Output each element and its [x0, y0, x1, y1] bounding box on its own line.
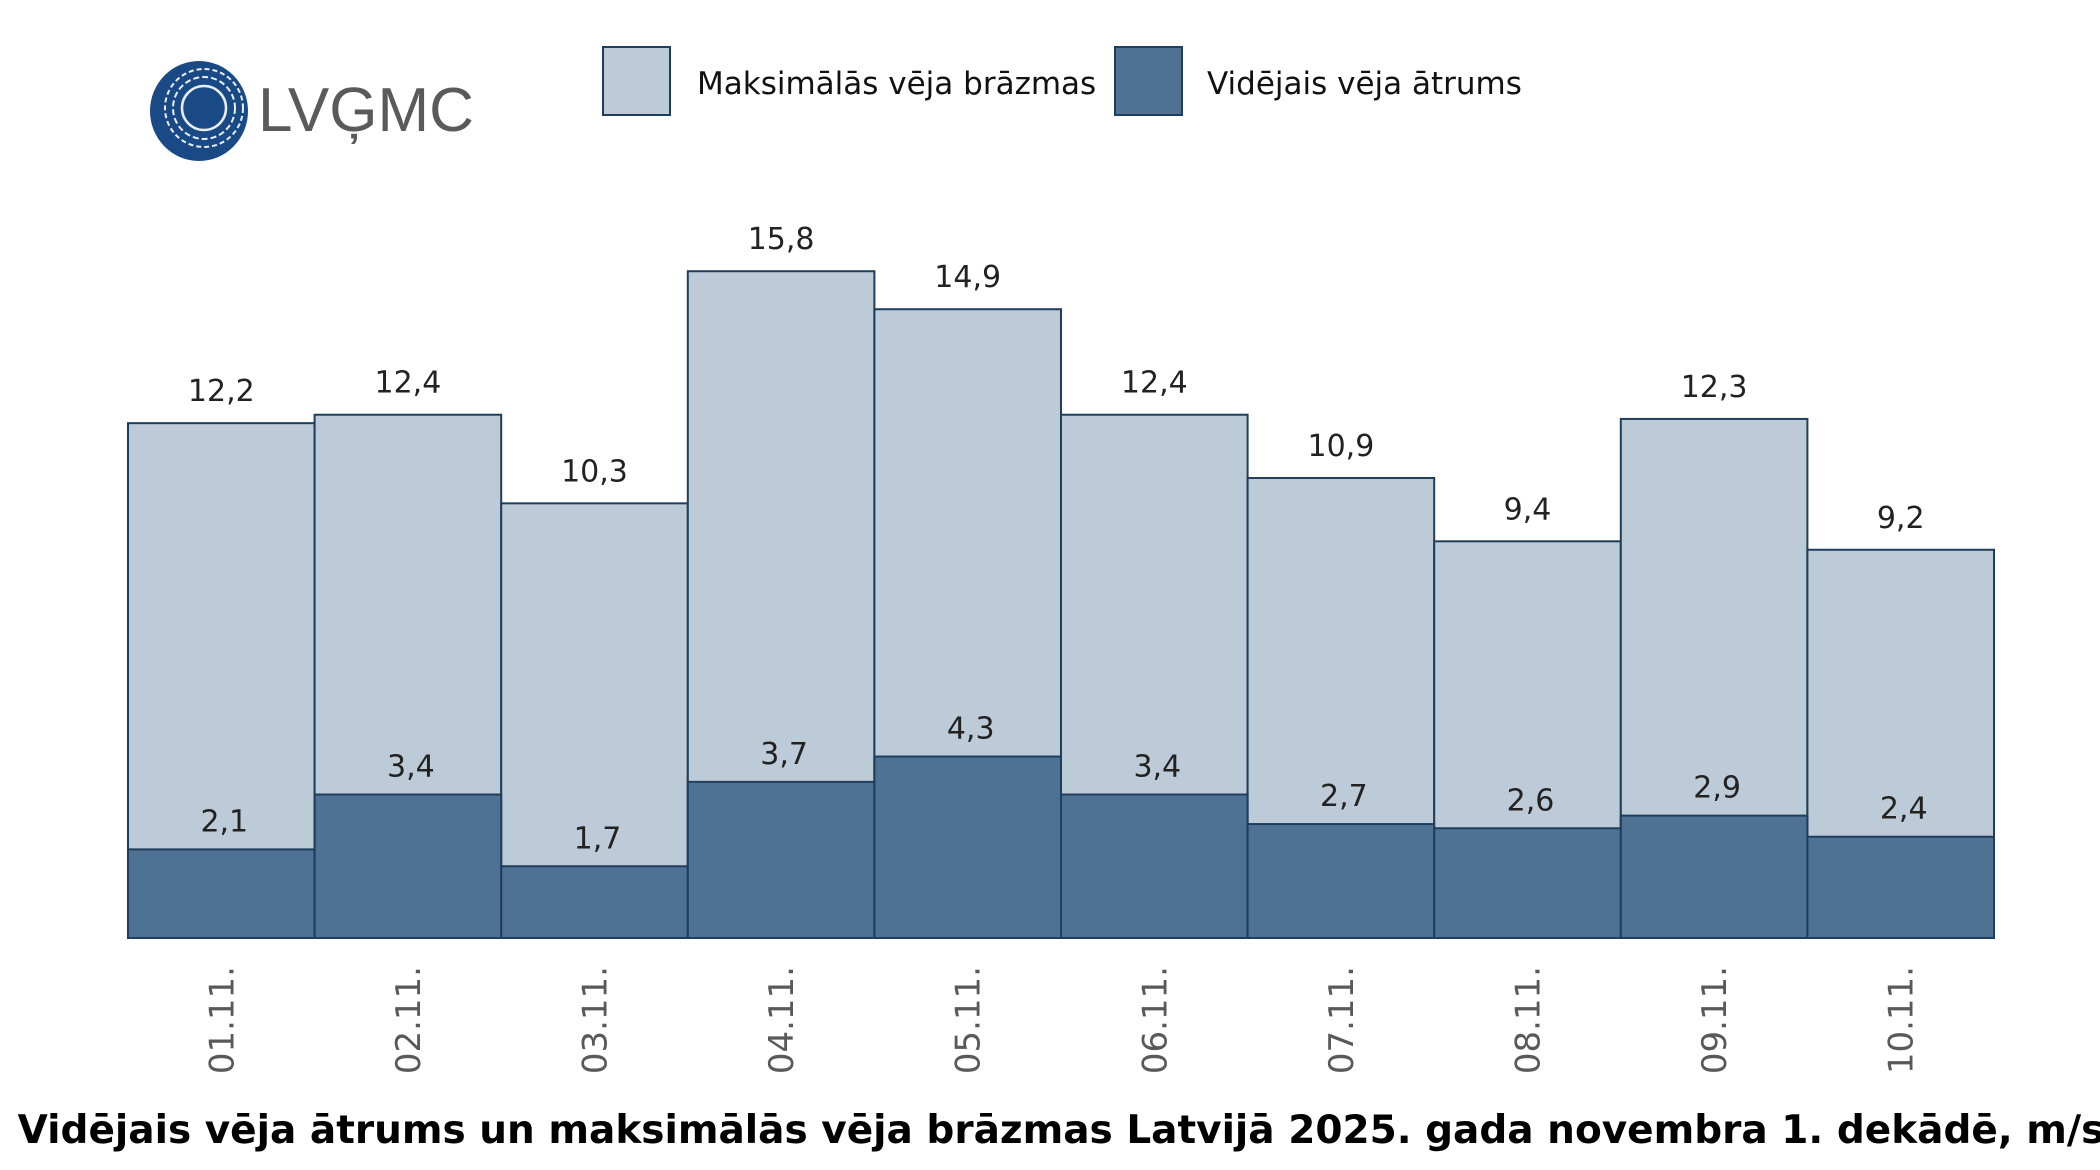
mean-bar — [1060, 793, 1249, 940]
legend-label-max: Maksimālās vēja brāzmas — [697, 66, 1096, 102]
mean-data-label: 4,3 — [947, 712, 995, 747]
x-tick-label: 07.11. — [1322, 966, 1362, 1074]
mean-data-label: 2,9 — [1693, 771, 1741, 806]
x-tick-label: 03.11. — [576, 966, 616, 1074]
legend-label-mean: Vidējais vēja ātrums — [1207, 66, 1522, 102]
x-tick-label: 08.11. — [1509, 966, 1549, 1074]
mean-bar — [1619, 814, 1809, 939]
max-data-label: 9,2 — [1877, 501, 1925, 536]
mean-bar — [1806, 835, 1996, 939]
mean-data-label: 1,7 — [574, 821, 622, 856]
x-tick-label: 06.11. — [1135, 966, 1175, 1074]
max-data-label: 14,9 — [934, 260, 1001, 295]
mean-data-label: 3,7 — [760, 737, 808, 772]
mean-data-label: 3,4 — [1133, 750, 1181, 785]
x-tick-label: 04.11. — [762, 966, 802, 1074]
max-data-label: 10,3 — [561, 454, 628, 489]
legend-swatch-mean — [1114, 46, 1183, 116]
max-data-label: 15,8 — [748, 222, 815, 257]
max-data-label: 10,9 — [1308, 429, 1375, 464]
x-tick-label: 05.11. — [949, 966, 989, 1074]
mean-bar — [500, 865, 689, 940]
logo-emblem-icon — [150, 61, 248, 161]
max-data-label: 12,4 — [1121, 366, 1188, 401]
mean-data-label: 3,4 — [387, 750, 435, 785]
mean-bar — [127, 848, 316, 940]
logo: LVĢMC — [150, 61, 474, 161]
max-data-label: 12,4 — [375, 366, 442, 401]
mean-bar — [686, 780, 876, 939]
max-data-label: 12,2 — [188, 374, 255, 409]
mean-bar — [1433, 827, 1622, 940]
mean-data-label: 2,7 — [1320, 779, 1368, 814]
legend: Maksimālās vēja brāzmas Vidējais vēja āt… — [602, 46, 1522, 116]
chart-title: Vidējais vēja ātrums un maksimālās vēja … — [18, 1108, 2100, 1153]
mean-bar — [1246, 823, 1436, 939]
x-tick-label: 02.11. — [389, 966, 429, 1074]
legend-swatch-max — [602, 46, 671, 116]
mean-data-label: 2,4 — [1880, 792, 1928, 827]
mean-bar — [313, 793, 503, 940]
x-tick-label: 01.11. — [202, 966, 242, 1074]
mean-data-label: 2,6 — [1507, 783, 1555, 818]
max-data-label: 12,3 — [1681, 370, 1748, 405]
max-data-label: 9,4 — [1504, 492, 1552, 527]
x-tick-label: 09.11. — [1695, 966, 1735, 1074]
logo-text: LVĢMC — [258, 76, 474, 145]
mean-bar — [873, 755, 1063, 939]
x-tick-label: 10.11. — [1882, 966, 1922, 1074]
mean-data-label: 2,1 — [200, 804, 248, 839]
